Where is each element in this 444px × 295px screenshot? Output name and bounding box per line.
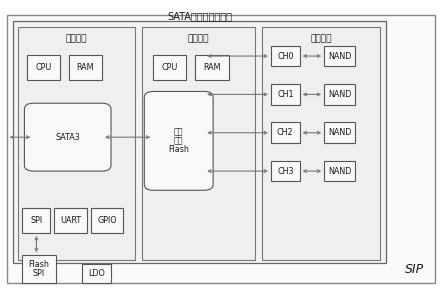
Text: CPU: CPU (162, 63, 178, 72)
Bar (22, 208, 50, 233)
Bar (271, 161, 300, 181)
Text: NAND: NAND (328, 167, 351, 176)
Text: Flash: Flash (28, 260, 49, 269)
Text: LDO: LDO (88, 269, 105, 278)
Bar (262, 27, 380, 260)
Text: CPU: CPU (35, 63, 52, 72)
Bar (69, 55, 102, 80)
Text: SPI: SPI (33, 269, 45, 278)
Bar (324, 46, 355, 66)
Text: 系统管理: 系统管理 (66, 34, 87, 43)
Bar (324, 122, 355, 143)
Bar (91, 208, 123, 233)
Bar (22, 255, 56, 283)
Text: SPI: SPI (30, 216, 42, 225)
Text: SATA3: SATA3 (56, 133, 80, 142)
Text: CH2: CH2 (277, 128, 293, 137)
Text: 总线: 总线 (174, 136, 183, 145)
Bar (82, 264, 111, 283)
Text: NAND: NAND (328, 128, 351, 137)
Text: NAND: NAND (328, 90, 351, 99)
Bar (324, 84, 355, 105)
Bar (142, 27, 255, 260)
Bar (153, 55, 186, 80)
Text: CH3: CH3 (277, 167, 293, 176)
Text: NAND: NAND (328, 52, 351, 60)
Bar (27, 55, 60, 80)
Text: 阵列: 阵列 (174, 127, 183, 137)
Bar (195, 55, 229, 80)
Text: UART: UART (60, 216, 81, 225)
Text: RAM: RAM (203, 63, 221, 72)
Bar (271, 84, 300, 105)
Bar (13, 21, 386, 263)
Text: SATA固态硬盘控制器: SATA固态硬盘控制器 (167, 11, 232, 21)
Text: RAM: RAM (77, 63, 94, 72)
Text: Flash: Flash (168, 145, 189, 154)
Bar (18, 27, 135, 260)
Bar (271, 122, 300, 143)
Bar (324, 161, 355, 181)
Text: 存储控制: 存储控制 (188, 34, 210, 43)
Text: CH1: CH1 (277, 90, 293, 99)
Text: SIP: SIP (405, 263, 424, 276)
Text: GPIO: GPIO (97, 216, 117, 225)
FancyBboxPatch shape (24, 103, 111, 171)
Text: 通道管理: 通道管理 (310, 34, 332, 43)
Bar (54, 208, 87, 233)
Text: CH0: CH0 (277, 52, 293, 60)
Bar (271, 46, 300, 66)
FancyBboxPatch shape (144, 91, 213, 190)
